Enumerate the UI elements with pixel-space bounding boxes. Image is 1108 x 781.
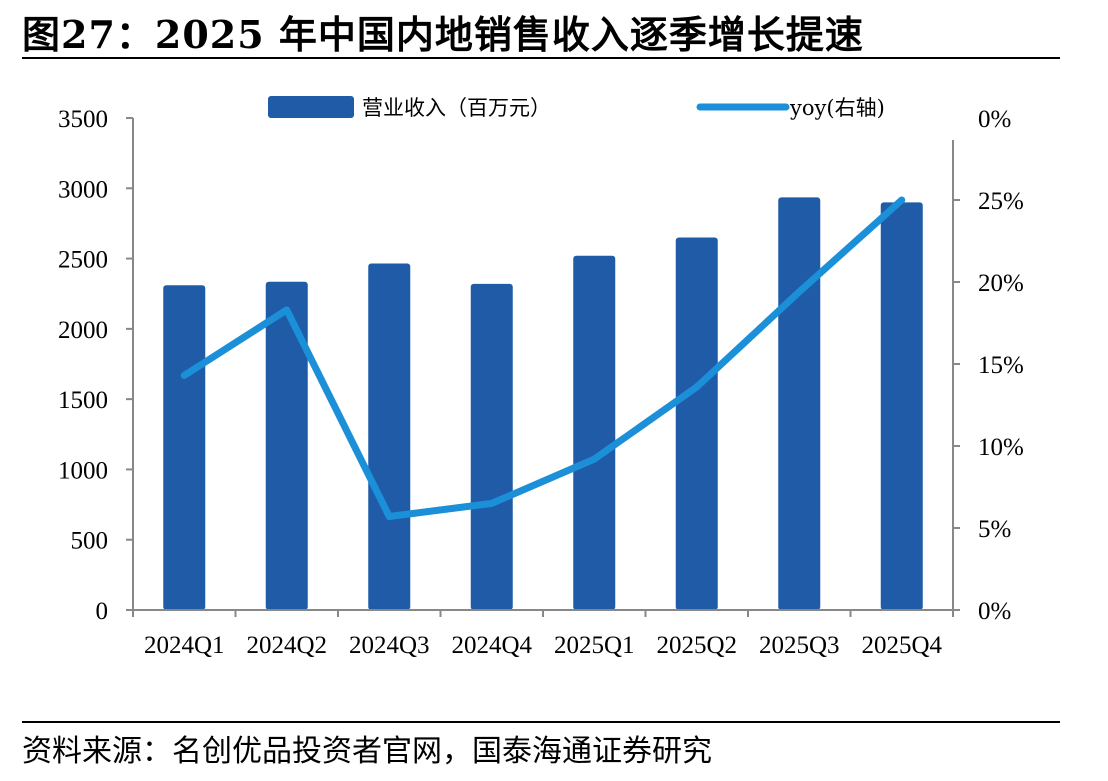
bar-2025Q4 xyxy=(880,202,923,611)
x-tick-label: 2025Q1 xyxy=(554,632,635,659)
x-tick-label: 2025Q3 xyxy=(759,632,840,659)
legend-swatch-revenue xyxy=(268,96,354,118)
left-y-axis: 0 500 1000 1500 2000 2500 3000 3500 xyxy=(58,106,134,625)
yoy-line xyxy=(180,196,906,521)
right-tick-label: 15% xyxy=(978,352,1024,379)
x-axis: 2024Q1 2024Q2 2024Q3 2024Q4 2025Q1 2025Q2 2025… xyxy=(132,609,954,659)
left-tick-label: 1000 xyxy=(58,457,108,484)
right-tick-label: 5% xyxy=(978,516,1011,543)
right-tick-label: 25% xyxy=(978,188,1024,215)
right-y-axis: 0% 5% 10% 15% 20% 25% 0% xyxy=(952,106,1024,625)
chart: 0 500 1000 1500 2000 2500 3000 3500 0% 5% 10% 15% 2… xyxy=(58,96,1024,659)
yoy-line-series xyxy=(180,196,906,521)
legend: 营业收入（百万元） yoy(右轴) xyxy=(268,96,885,120)
chart-title: 图27：2025 年中国内地销售收入逐季增长提速 xyxy=(22,12,864,57)
x-tick-label: 2025Q4 xyxy=(861,632,942,659)
right-tick-label: 0% xyxy=(978,598,1011,625)
bar-series xyxy=(163,197,923,611)
bar-2025Q2 xyxy=(675,237,718,610)
left-tick-label: 500 xyxy=(71,528,109,555)
right-tick-label: 20% xyxy=(978,270,1024,297)
legend-label-revenue: 营业收入（百万元） xyxy=(362,96,551,120)
source-note: 资料来源：名创优品投资者官网，国泰海通证券研究 xyxy=(22,734,712,769)
left-tick-label: 0 xyxy=(96,598,109,625)
bar-2025Q3 xyxy=(778,197,821,610)
x-tick-label: 2024Q3 xyxy=(349,632,430,659)
bar-2025Q1 xyxy=(573,255,616,610)
left-tick-label: 2500 xyxy=(58,247,108,274)
right-tick-label: 10% xyxy=(978,434,1024,461)
left-tick-label: 1500 xyxy=(58,387,108,414)
bar-2024Q2 xyxy=(265,281,308,610)
x-tick-label: 2025Q2 xyxy=(656,632,737,659)
bar-2024Q1 xyxy=(163,285,206,610)
footer-divider xyxy=(22,721,1060,723)
left-tick-label: 2000 xyxy=(58,317,108,344)
left-tick-label: 3500 xyxy=(58,106,108,133)
legend-label-yoy: yoy(右轴) xyxy=(789,96,885,120)
title-divider xyxy=(22,57,1060,59)
right-tick-label: 0% xyxy=(978,106,1011,133)
left-tick-label: 3000 xyxy=(58,176,108,203)
bar-2024Q3 xyxy=(368,263,411,610)
x-tick-label: 2024Q4 xyxy=(451,632,532,659)
x-tick-label: 2024Q2 xyxy=(246,632,327,659)
x-tick-label: 2024Q1 xyxy=(144,632,225,659)
bar-2024Q4 xyxy=(470,283,513,610)
